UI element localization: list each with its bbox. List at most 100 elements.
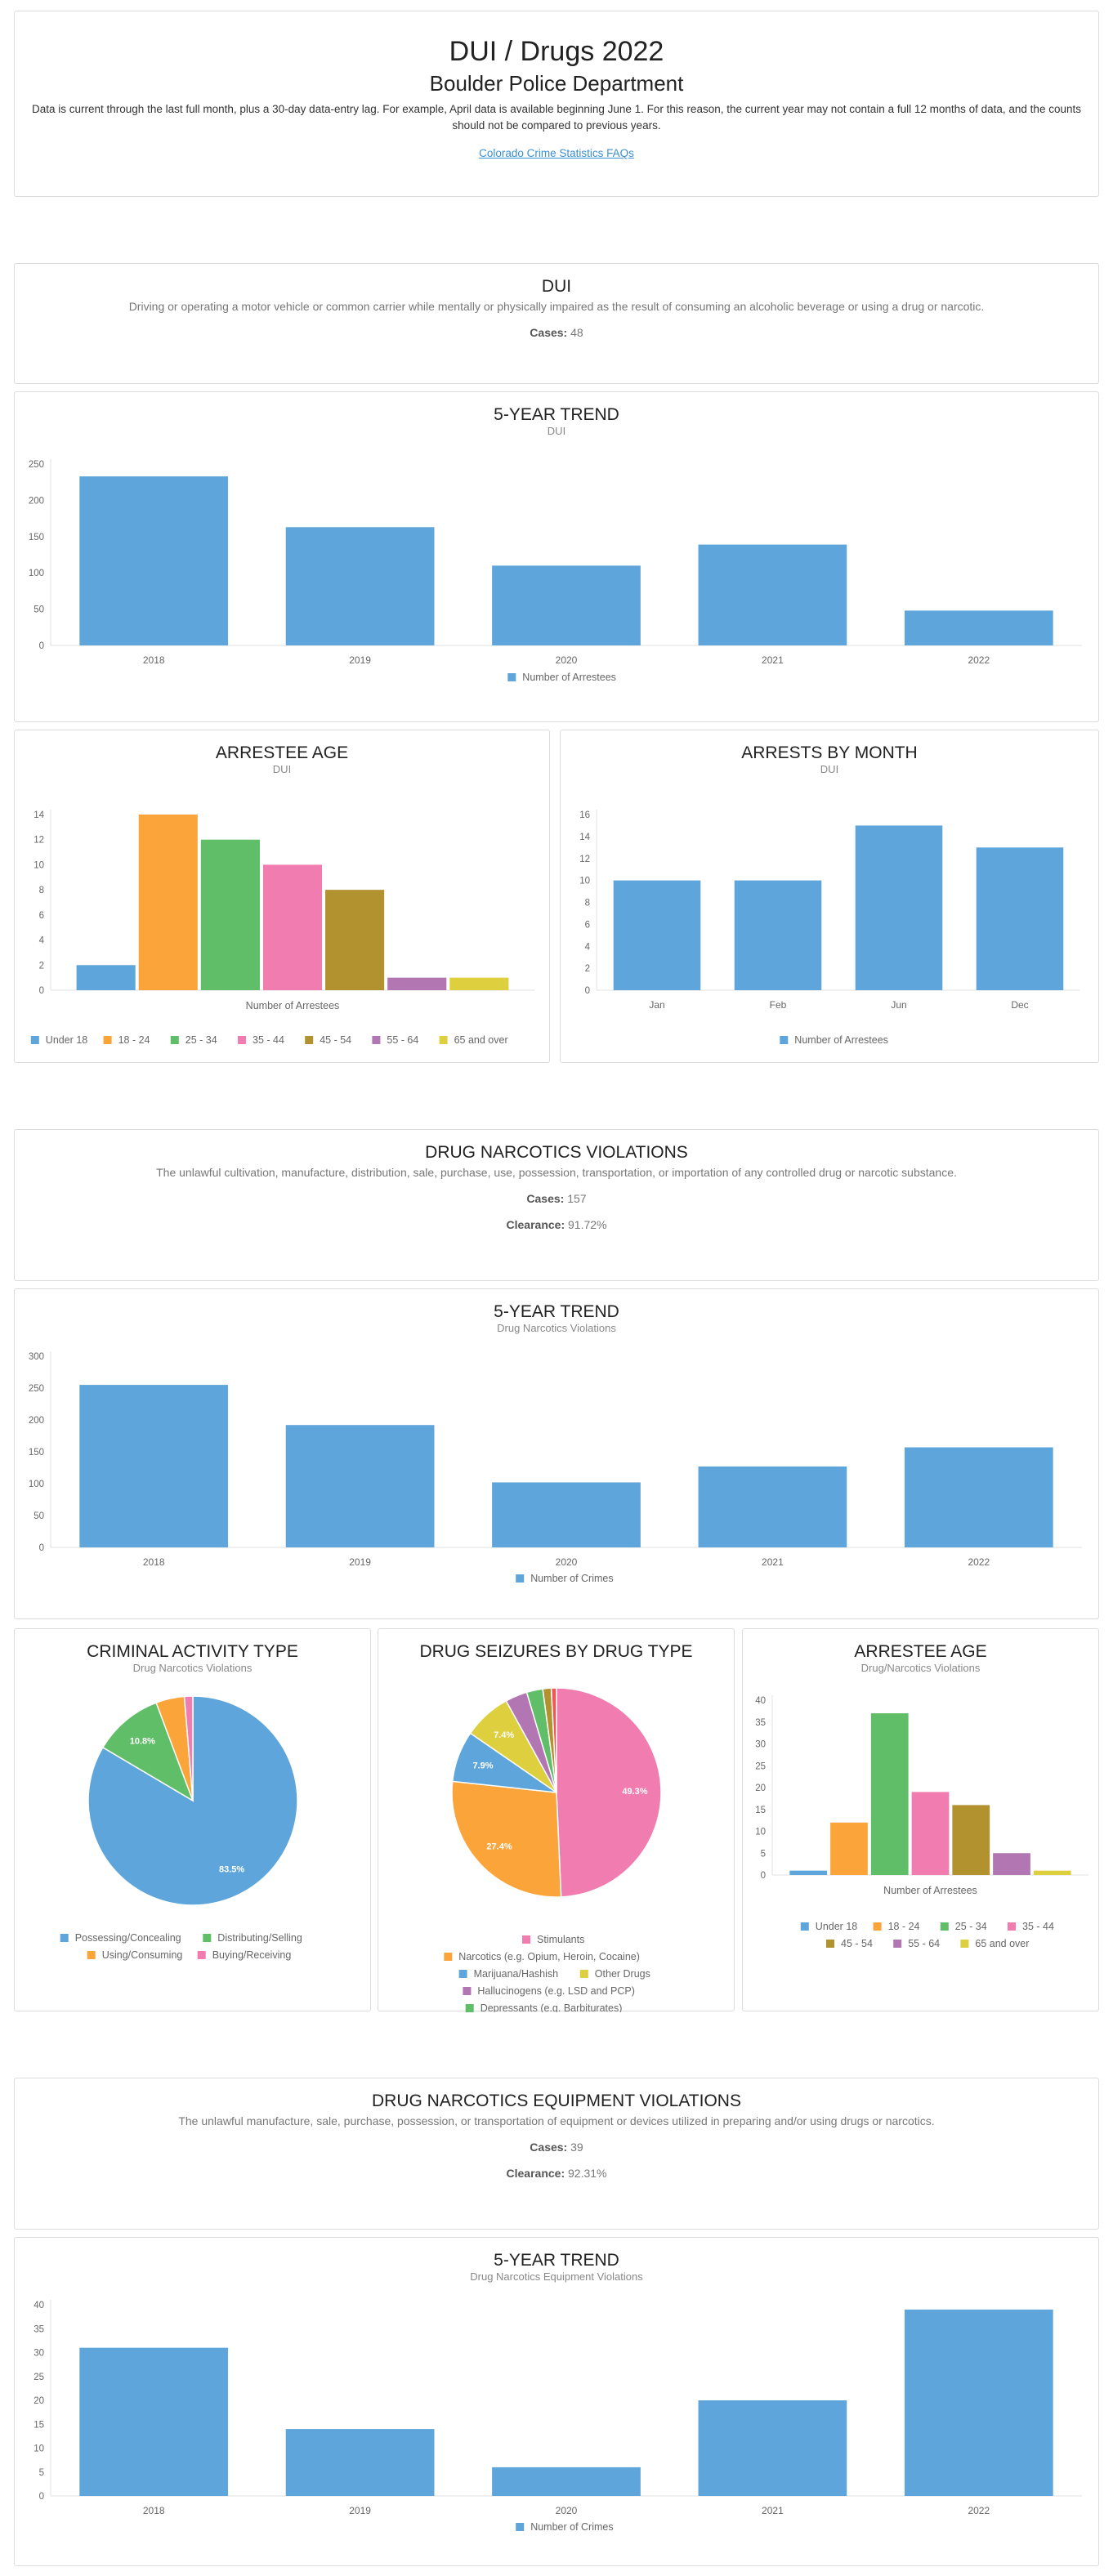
legend-label: 25 - 34: [186, 1034, 217, 1046]
y-tick-label: 100: [29, 569, 44, 578]
y-tick-label: 0: [585, 986, 590, 996]
equip-cases: Cases: 39: [530, 2141, 583, 2154]
chart-title: ARRESTS BY MONTH: [741, 743, 918, 762]
seizure-card: DRUG SEIZURES BY DRUG TYPE 49.3% 27.4% 7.9…: [378, 1628, 735, 2012]
legend-swatch: [893, 1940, 902, 1948]
bar: [262, 864, 323, 990]
legend-swatch: [305, 1036, 314, 1044]
pie-value-label: 49.3%: [622, 1787, 647, 1797]
x-tick-label: 2018: [143, 654, 165, 666]
bar: [79, 476, 229, 645]
legend-label: Number of Crimes: [530, 1573, 613, 1584]
page-subtitle: Boulder Police Department: [429, 71, 684, 96]
chart-title: 5-YEAR TREND: [494, 1302, 619, 1321]
legend-swatch: [1008, 1922, 1016, 1931]
bar: [698, 2400, 847, 2496]
legend-label: 45 - 54: [320, 1034, 351, 1046]
legend-label: Buying/Receiving: [212, 1949, 292, 1961]
chart-subtitle: DUI: [272, 763, 292, 775]
legend-swatch: [960, 1940, 969, 1948]
x-tick-label: Jan: [649, 999, 664, 1011]
legend-label: Stimulants: [537, 1934, 584, 1945]
bar: [734, 880, 822, 990]
dui-description: Driving or operating a motor vehicle or …: [128, 300, 985, 313]
seizure-pie-chart: 49.3% 27.4% 7.9% 7.4% Stimulants Narcotics (e…: [444, 1687, 662, 2012]
pie-slice: [451, 1780, 562, 1898]
y-tick-label: 0: [39, 1543, 44, 1553]
drug-clearance: Clearance: 91.72%: [506, 1218, 607, 1231]
y-tick-label: 10: [34, 860, 44, 870]
legend-label: 18 - 24: [888, 1921, 920, 1932]
drug-age-card: ARRESTEE AGE Drug/Narcotics Violations 0…: [742, 1628, 1099, 2011]
dui-summary-card: DUI Driving or operating a motor vehicle…: [14, 263, 1099, 384]
dui-month-chart: 0 2 4 6 8 10 12 14 16 Jan Feb Jun Dec Number of Arres…: [579, 810, 1080, 1046]
faq-link[interactable]: Colorado Crime Statistics FAQs: [479, 147, 634, 159]
pie-slice: [183, 1695, 194, 1801]
legend-swatch: [465, 2004, 474, 2012]
legend-label: Number of Arrestees: [794, 1034, 888, 1046]
equip-summary-card: DRUG NARCOTICS EQUIPMENT VIOLATIONS The …: [14, 2078, 1099, 2230]
bar: [911, 1792, 950, 1875]
chart-subtitle: Drug Narcotics Violations: [132, 1662, 253, 1674]
legend-label: Number of Arrestees: [522, 672, 616, 683]
y-tick-label: 10: [34, 2444, 44, 2454]
y-tick-label: 50: [34, 605, 44, 615]
legend-swatch: [30, 1036, 39, 1044]
y-tick-label: 4: [39, 936, 45, 946]
legend-label: Marijuana/Hashish: [474, 1968, 559, 1980]
drug-summary-card: DRUG NARCOTICS VIOLATIONS The unlawful c…: [14, 1129, 1099, 1281]
equip-trend-card: 5-YEAR TREND Drug Narcotics Equipment Vi…: [14, 2237, 1099, 2566]
chart-subtitle: Drug Narcotics Equipment Violations: [470, 2270, 643, 2283]
bar: [789, 1870, 828, 1875]
legend-swatch: [372, 1036, 381, 1044]
legend-label: 55 - 64: [908, 1938, 940, 1949]
dui-month-card: ARRESTS BY MONTH DUI 0 2 4 6 8 10 12 14 16 Jan Feb…: [560, 730, 1099, 1063]
y-tick-label: 4: [585, 942, 591, 952]
chart-title: CRIMINAL ACTIVITY TYPE: [87, 1642, 298, 1661]
bar: [698, 544, 847, 645]
equip-title: DRUG NARCOTICS EQUIPMENT VIOLATIONS: [372, 2092, 741, 2110]
legend-label: 45 - 54: [841, 1938, 873, 1949]
bar: [138, 815, 198, 990]
bar: [904, 1447, 1053, 1547]
y-tick-label: 0: [39, 986, 44, 996]
legend-swatch: [800, 1922, 809, 1931]
legend-swatch: [60, 1934, 69, 1942]
activity-card: CRIMINAL ACTIVITY TYPE Drug Narcotics Vi…: [14, 1628, 371, 2011]
dui-age-chart: 0 2 4 6 8 10 12 14 Number of Arrestees Under 18 18…: [30, 810, 534, 1046]
y-tick-label: 0: [39, 641, 44, 651]
y-tick-label: 30: [755, 1740, 766, 1750]
bar: [904, 2309, 1053, 2496]
bar: [698, 1466, 847, 1547]
dui-cases: Cases: 48: [530, 326, 583, 339]
bar: [200, 839, 260, 990]
y-tick-label: 2: [585, 964, 590, 974]
data-note: Data is current through the last full mo…: [32, 103, 1081, 132]
bar: [830, 1822, 868, 1875]
legend-label: Narcotics (e.g. Opium, Heroin, Cocaine): [458, 1951, 640, 1962]
y-tick-label: 14: [34, 810, 44, 820]
y-tick-label: 250: [29, 1384, 44, 1394]
y-tick-label: 100: [29, 1480, 44, 1489]
y-tick-label: 150: [29, 533, 44, 542]
legend-swatch: [873, 1922, 882, 1931]
equip-clearance: Clearance: 92.31%: [506, 2167, 607, 2180]
legend-label: 35 - 44: [1022, 1921, 1054, 1932]
x-tick-label: 2020: [556, 1556, 578, 1568]
y-tick-label: 20: [755, 1784, 766, 1793]
pie-value-label: 83.5%: [219, 1864, 244, 1874]
bar: [952, 1805, 990, 1875]
bar: [285, 527, 435, 645]
legend-swatch: [103, 1036, 112, 1044]
legend-swatch: [463, 1987, 472, 1995]
bar: [904, 610, 1053, 645]
y-tick-label: 5: [39, 2468, 44, 2478]
legend-swatch: [87, 1951, 96, 1959]
legend-label: Under 18: [46, 1034, 87, 1046]
drug-age-chart: 0 5 10 15 20 25 30 35 40 Number of Arrestees Under…: [755, 1695, 1088, 1949]
y-tick-label: 2: [39, 961, 44, 971]
legend-label: 55 - 64: [387, 1034, 418, 1046]
bar: [492, 1482, 641, 1547]
activity-pie-chart: 83.5% 10.8% Possessing/Concealing Distribut…: [60, 1695, 302, 1961]
legend-swatch: [507, 673, 516, 681]
